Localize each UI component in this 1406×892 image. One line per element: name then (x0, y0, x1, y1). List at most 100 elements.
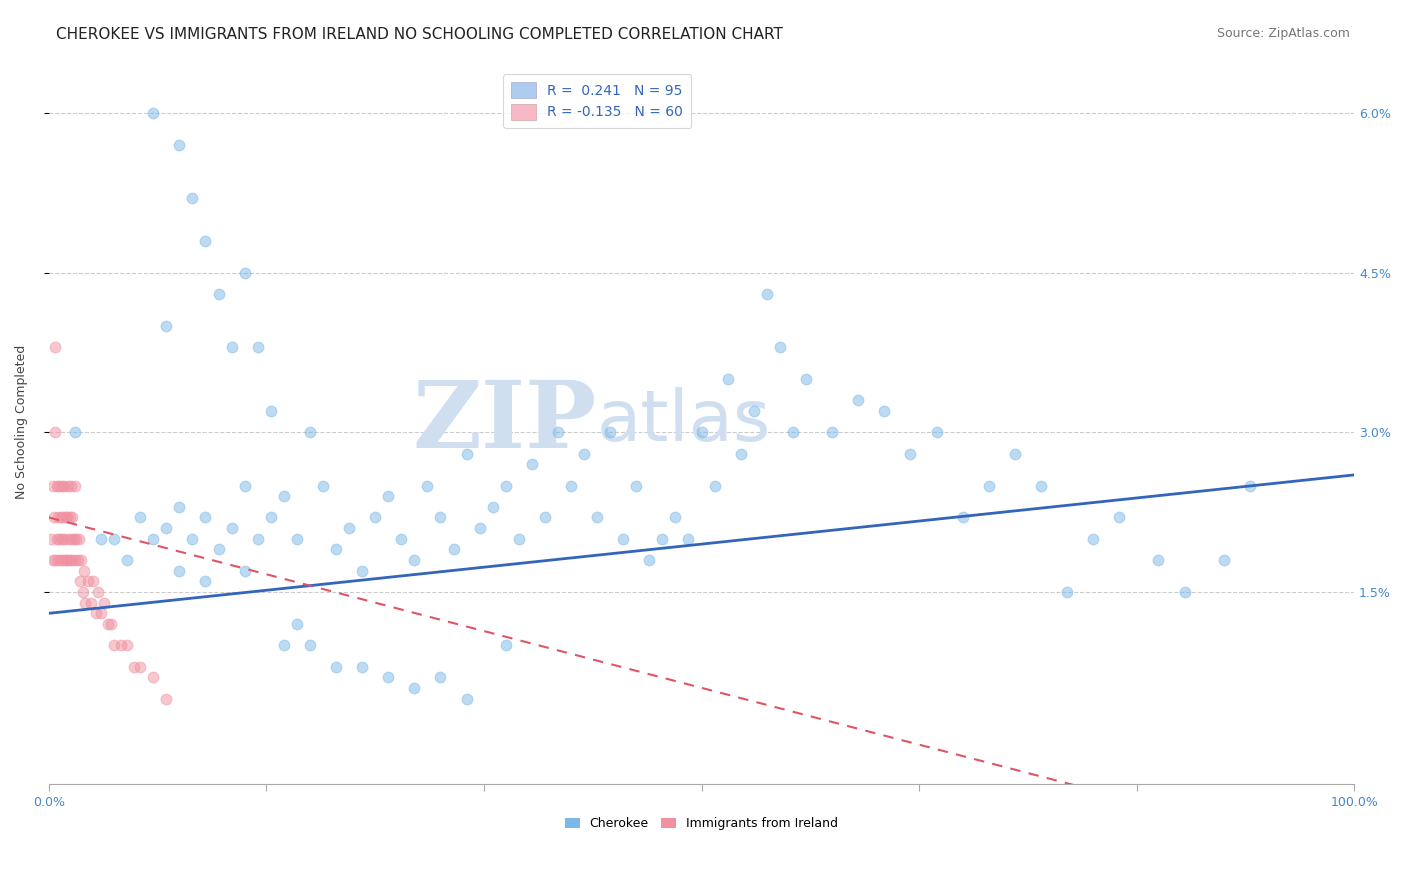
Point (664, 510, 686, 524)
Point (53, 478, 76, 492)
Point (90, 607, 112, 621)
Point (404, 681, 426, 695)
Point (110, 638, 132, 652)
Point (1147, 553, 1170, 567)
Point (93, 596, 115, 610)
Point (794, 372, 817, 386)
Point (429, 670, 451, 684)
Point (925, 425, 948, 440)
Point (443, 542, 465, 557)
Point (103, 638, 125, 652)
Point (977, 478, 1000, 492)
Point (298, 638, 321, 652)
Point (169, 137, 191, 152)
Point (45, 478, 67, 492)
Text: CHEROKEE VS IMMIGRANTS FROM IRELAND NO SCHOOLING COMPLETED CORRELATION CHART: CHEROKEE VS IMMIGRANTS FROM IRELAND NO S… (56, 27, 783, 42)
Point (221, 340, 243, 354)
Point (404, 553, 426, 567)
Point (207, 286, 229, 301)
Point (1212, 553, 1234, 567)
Text: atlas: atlas (598, 387, 772, 456)
Point (79, 596, 101, 610)
Point (678, 532, 700, 546)
Point (233, 478, 256, 492)
Point (44, 340, 66, 354)
Point (246, 532, 269, 546)
Point (508, 532, 530, 546)
Point (429, 510, 451, 524)
Point (73, 564, 96, 578)
Point (337, 521, 360, 535)
Point (742, 404, 765, 418)
Point (207, 542, 229, 557)
Point (900, 447, 922, 461)
Point (873, 404, 896, 418)
Point (65, 532, 87, 546)
Point (82, 574, 104, 589)
Point (377, 489, 399, 503)
Point (67, 532, 90, 546)
Point (63, 478, 86, 492)
Point (260, 404, 283, 418)
Point (100, 617, 122, 632)
Point (821, 425, 844, 440)
Point (1029, 478, 1052, 492)
Point (155, 521, 177, 535)
Point (194, 234, 217, 248)
Point (364, 510, 387, 524)
Point (97, 617, 120, 632)
Point (468, 521, 491, 535)
Point (755, 286, 778, 301)
Point (55, 510, 77, 524)
Point (60, 510, 83, 524)
Point (60, 532, 83, 546)
Point (51, 532, 73, 546)
Point (612, 532, 634, 546)
Point (690, 425, 713, 440)
Point (1239, 478, 1261, 492)
Point (51, 478, 73, 492)
Point (352, 659, 374, 673)
Point (181, 532, 204, 546)
Point (651, 532, 673, 546)
Point (730, 447, 752, 461)
Point (169, 500, 191, 514)
Point (169, 564, 191, 578)
Point (377, 670, 399, 684)
Point (717, 372, 740, 386)
Point (260, 510, 283, 524)
Point (115, 638, 138, 652)
Point (246, 340, 269, 354)
Point (194, 574, 217, 589)
Point (285, 617, 308, 632)
Point (42, 478, 65, 492)
Point (456, 691, 478, 706)
Point (416, 478, 439, 492)
Point (46, 553, 69, 567)
Point (1108, 510, 1130, 524)
Point (181, 191, 204, 205)
Point (49, 510, 72, 524)
Point (638, 553, 661, 567)
Point (63, 425, 86, 440)
Point (142, 106, 165, 120)
Point (273, 638, 295, 652)
Point (90, 532, 112, 546)
Point (495, 638, 517, 652)
Point (60, 478, 83, 492)
Point (520, 457, 543, 471)
Point (58, 532, 80, 546)
Point (44, 425, 66, 440)
Point (233, 564, 256, 578)
Point (48, 478, 70, 492)
Point (129, 510, 152, 524)
Point (63, 553, 86, 567)
Point (46, 510, 69, 524)
Legend: Cherokee, Immigrants from Ireland: Cherokee, Immigrants from Ireland (560, 813, 844, 836)
Point (1174, 585, 1197, 599)
Point (84, 607, 107, 621)
Point (703, 478, 725, 492)
Point (52, 553, 75, 567)
Point (70, 553, 93, 567)
Point (42, 553, 65, 567)
